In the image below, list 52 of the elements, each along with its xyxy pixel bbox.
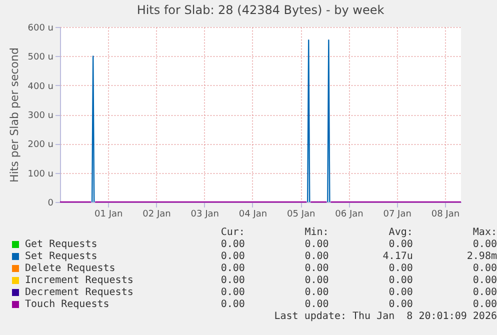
x-tick-label: 06 Jan [335,210,364,220]
x-tick-label: 02 Jan [142,210,171,220]
text: Cur: [220,227,245,239]
text: 0.00 [472,239,497,251]
legend-label: Delete Requests [24,263,116,275]
text: 0.00 [388,263,413,275]
text: Min: [304,227,329,239]
text: Avg: [388,227,413,239]
text: Max: [472,227,497,239]
text: 4.17u [382,251,413,263]
y-tick-label: 300 u [28,111,54,121]
text: 0.00 [388,239,413,251]
x-tick-label: 01 Jan [94,210,123,220]
x-tick-label: 04 Jan [238,210,268,220]
text: 0.00 [220,263,245,275]
text: 0.00 [220,239,245,251]
text: 0.00 [388,287,413,299]
text: 0.00 [304,299,329,311]
x-tick-label: 03 Jan [190,210,219,220]
y-axis-title: Hits per Slab per second [8,48,21,182]
text: 0.00 [304,287,329,299]
text: 0.00 [388,275,413,287]
text: 0.00 [304,239,329,251]
legend-label: Increment Requests [24,275,134,287]
text: 0.00 [388,299,413,311]
y-tick-label: 0 [48,198,54,208]
text: 0.00 [220,287,245,299]
y-tick-label: 600 u [28,24,54,34]
y-tick-label: 400 u [28,82,54,92]
chart-title: Hits for Slab: 28 (42384 Bytes) - by week [136,3,384,17]
y-tick-label: 200 u [28,140,54,150]
legend-label: Get Requests [24,239,98,251]
x-tick-label: 08 Jan [431,210,460,220]
y-tick-label: 500 u [28,52,54,63]
text: 0.00 [472,287,497,299]
text: 0.00 [472,299,497,311]
text: 0.00 [220,275,245,287]
text: 0.00 [220,251,245,263]
text: 2.98m [466,251,497,263]
x-tick-label: 07 Jan [383,210,412,220]
text: Last update: Thu Jan 8 20:01:09 2026 [273,311,497,323]
x-tick-label: 05 Jan [287,210,316,220]
y-tick-label: 100 u [28,169,54,180]
text: 0.00 [472,263,497,275]
text: 0.00 [472,275,497,287]
text: 0.00 [304,251,329,263]
legend-label: Decrement Requests [24,287,134,299]
text: 0.00 [304,275,329,287]
legend-label: Touch Requests [24,299,110,311]
text: 0.00 [220,299,245,311]
legend-label: Set Requests [24,251,98,263]
text: 0.00 [304,263,329,275]
